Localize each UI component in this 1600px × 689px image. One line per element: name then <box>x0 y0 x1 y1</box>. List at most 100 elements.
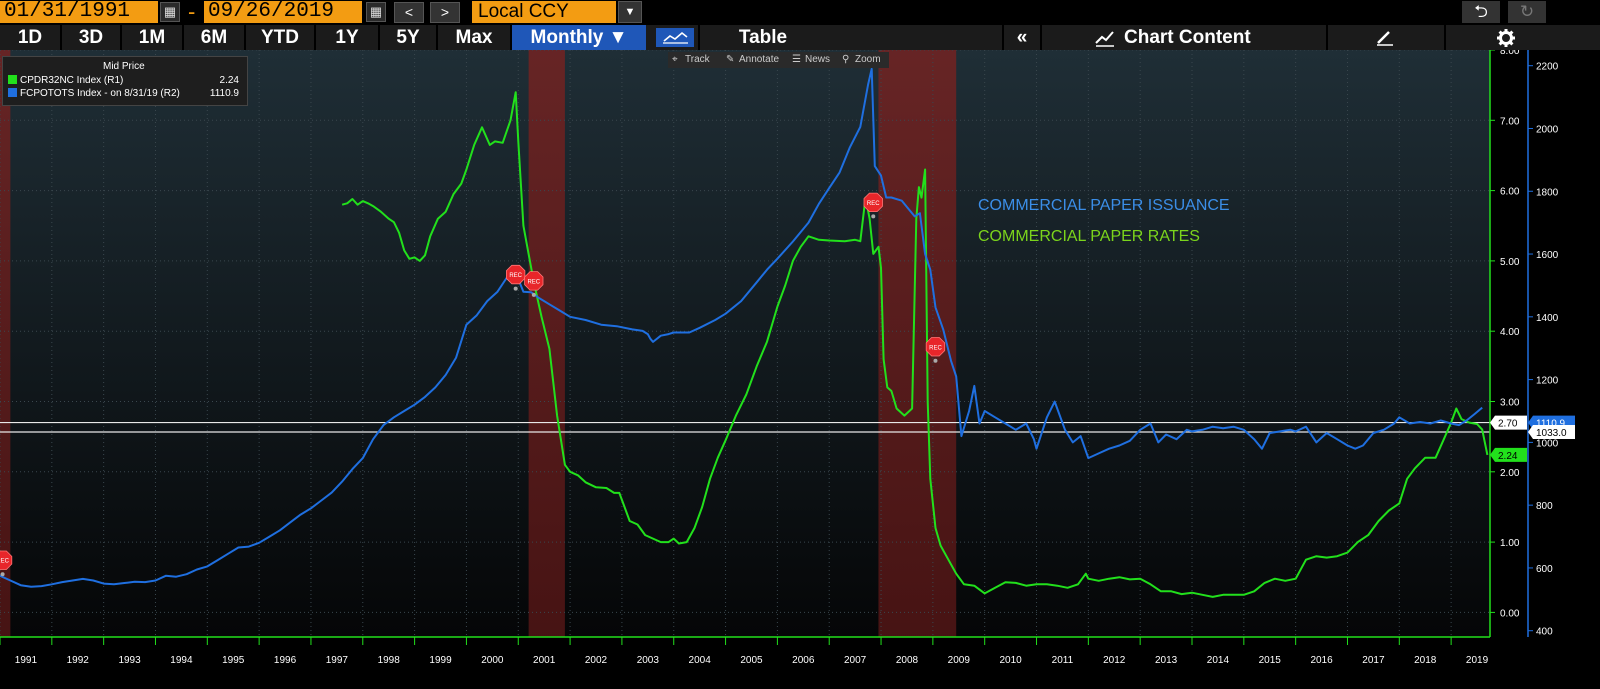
y1-tick-label: 3.00 <box>1500 397 1520 408</box>
chart-area[interactable]: REC REC REC REC REC 1991 1992 1993 1994 1995 1996… <box>0 46 1600 684</box>
x-tick-label: 1996 <box>274 655 297 666</box>
collapse-icon[interactable]: « <box>1004 25 1040 50</box>
series-line <box>0 67 1483 588</box>
y1-tick-label: 8.00 <box>1500 50 1520 57</box>
rec-marker-dot <box>871 214 876 219</box>
y2-tick-label: 1000 <box>1536 438 1559 449</box>
news-icon[interactable]: ☰ <box>792 54 801 65</box>
x-tick-label: 2009 <box>948 655 971 666</box>
x-tick-label: 2013 <box>1155 655 1178 666</box>
rec-marker-shape <box>925 337 946 357</box>
zoom-icon[interactable]: ⚲ <box>842 54 850 65</box>
ref-label-r2-text: 1033.0 <box>1536 428 1567 439</box>
frequency-dropdown[interactable]: Monthly ▼ <box>512 25 646 50</box>
y2-tick-label: 1400 <box>1536 313 1559 324</box>
annotate-button[interactable]: Annotate <box>739 54 780 65</box>
range-1y-button[interactable]: 1Y <box>316 25 378 50</box>
track-button[interactable]: Track <box>685 54 710 65</box>
undo-icon[interactable]: ⮌ <box>1462 1 1500 23</box>
y1-tick-label: 0.00 <box>1500 608 1520 619</box>
currency-select[interactable]: Local CCY <box>472 1 616 23</box>
y2-tick-label: 400 <box>1536 627 1553 638</box>
rec-marker-dot <box>513 286 518 291</box>
range-1m-button[interactable]: 1M <box>122 25 182 50</box>
settings-gear-icon[interactable] <box>1496 28 1516 48</box>
y2-tick-label: 2000 <box>1536 124 1559 135</box>
y2-tick-label: 1600 <box>1536 250 1559 261</box>
rec-marker: REC <box>0 550 13 577</box>
x-tick-label: 2003 <box>637 655 660 666</box>
y2-tick-label: 600 <box>1536 564 1553 575</box>
currency-dropdown-icon[interactable]: ▼ <box>618 1 642 23</box>
range-1d-button[interactable]: 1D <box>0 25 60 50</box>
ref-label-r1: 2.70 <box>1490 415 1527 430</box>
x-tick-label: 1997 <box>326 655 349 666</box>
redo-icon[interactable]: ↻ <box>1508 1 1546 23</box>
top-toolbar: 01/31/1991 ▦ - 09/26/2019 ▦ < > Local CC… <box>0 0 1600 25</box>
range-ytd-button[interactable]: YTD <box>246 25 314 50</box>
x-tick-label: 2001 <box>533 655 556 666</box>
x-tick-label: 2018 <box>1414 655 1437 666</box>
edit-icon[interactable] <box>1374 29 1396 47</box>
next-period-button[interactable]: > <box>430 2 460 23</box>
legend-row[interactable]: CPDR32NC Index (R1) 2.24 <box>8 75 244 87</box>
start-date-input[interactable]: 01/31/1991 <box>0 1 158 23</box>
end-calendar-icon[interactable]: ▦ <box>366 2 386 22</box>
recession-band <box>528 50 565 637</box>
legend-label: CPDR32NC Index (R1) <box>20 75 124 86</box>
rec-marker-dot <box>531 292 536 297</box>
x-tick-label: 1994 <box>170 655 193 666</box>
x-tick-label: 1998 <box>378 655 401 666</box>
x-tick-label: 2004 <box>689 655 712 666</box>
rec-marker-dot <box>0 572 5 577</box>
chart-content-button[interactable]: Chart Content <box>1124 25 1284 50</box>
rec-marker-shape <box>863 192 883 213</box>
prev-period-button[interactable]: < <box>394 2 424 23</box>
rec-marker-shape <box>0 550 13 570</box>
track-icon[interactable]: ⌖ <box>672 54 678 65</box>
range-max-button[interactable]: Max <box>438 25 510 50</box>
legend-row[interactable]: FCPOTOTS Index - on 8/31/19 (R2) 1110.9 <box>8 88 244 100</box>
line-chart-icon[interactable] <box>656 28 694 47</box>
rec-marker-label: REC <box>0 559 10 565</box>
chart-legend[interactable]: Mid Price CPDR32NC Index (R1) 2.24 FCPOT… <box>2 56 248 106</box>
x-tick-label: 2012 <box>1103 655 1126 666</box>
y1-tick-label: 6.00 <box>1500 187 1520 198</box>
y2-tick-label: 2200 <box>1536 62 1559 73</box>
start-calendar-icon[interactable]: ▦ <box>160 2 180 22</box>
x-tick-label: 2014 <box>1207 655 1230 666</box>
plot-background <box>0 50 1490 637</box>
rec-marker-label: REC <box>867 201 880 207</box>
rec-marker-label: REC <box>509 273 522 279</box>
rec-marker-label: REC <box>527 279 540 285</box>
range-3d-button[interactable]: 3D <box>62 25 120 50</box>
x-tick-label: 2015 <box>1259 655 1282 666</box>
x-tick-label: 2008 <box>896 655 919 666</box>
x-tick-label: 1993 <box>118 655 141 666</box>
rec-marker: REC <box>505 264 526 291</box>
range-6m-button[interactable]: 6M <box>184 25 244 50</box>
last-value-label: 2.24 <box>1490 447 1527 462</box>
news-button[interactable]: News <box>805 54 831 65</box>
x-tick-label: 2007 <box>844 655 867 666</box>
end-date-input[interactable]: 09/26/2019 <box>204 1 362 23</box>
x-tick-label: 2002 <box>585 655 608 666</box>
last-value-label-box <box>1490 447 1527 462</box>
ref-label-r1-text: 2.70 <box>1498 419 1518 430</box>
line-chart[interactable]: REC REC REC REC REC 1991 1992 1993 1994 1995 1996… <box>0 46 1600 684</box>
issuance-annotation: COMMERCIAL PAPER ISSUANCE <box>978 197 1230 214</box>
zoom-button[interactable]: Zoom <box>855 54 881 65</box>
chart-content-icon[interactable] <box>1094 29 1116 47</box>
x-tick-label: 2011 <box>1052 655 1074 666</box>
y1-tick-label: 5.00 <box>1500 257 1520 268</box>
ref-label-r1-box <box>1490 415 1527 430</box>
legend-title: Mid Price <box>103 61 145 72</box>
table-button[interactable]: Table <box>700 25 826 50</box>
y1-tick-label: 7.00 <box>1500 116 1520 127</box>
ref-label-r2-text: 1110.9 <box>1536 419 1566 430</box>
rec-marker: REC <box>925 337 946 363</box>
annotate-icon[interactable]: ✎ <box>726 54 735 65</box>
x-tick-label: 1992 <box>67 655 90 666</box>
rec-marker: REC <box>863 192 883 219</box>
range-5y-button[interactable]: 5Y <box>380 25 436 50</box>
